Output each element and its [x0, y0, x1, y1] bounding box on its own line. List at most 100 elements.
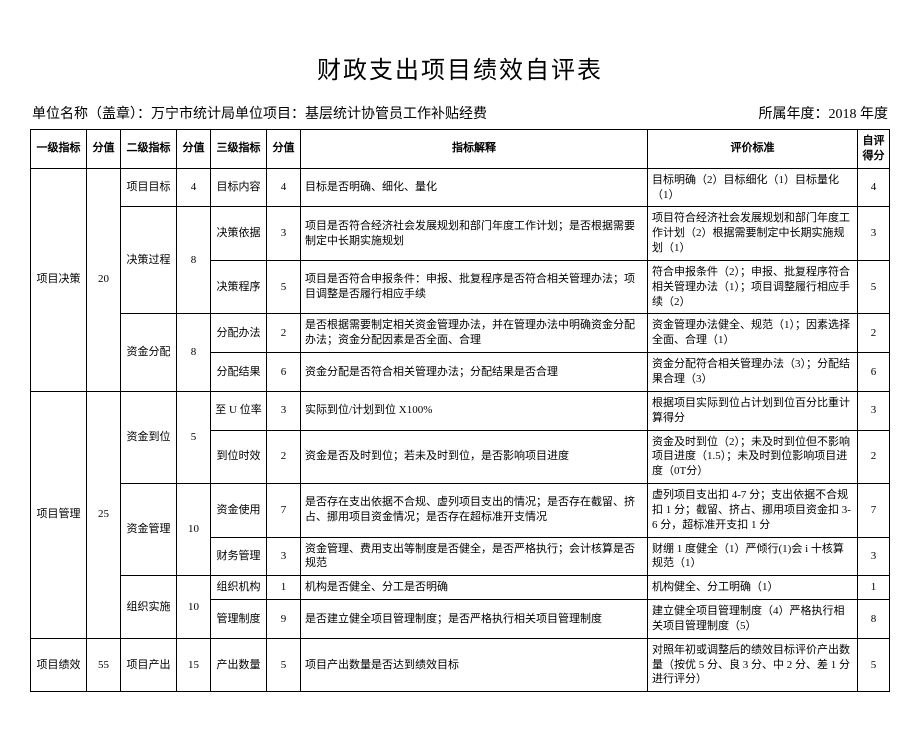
sc-cell: 8	[858, 600, 890, 639]
table-header-row: 一级指标 分值 二级指标 分值 三级指标 分值 指标解释 评价标准 自评得分	[31, 130, 890, 169]
l2-cell: 资金分配	[121, 314, 177, 391]
exp-cell: 是否根据需要制定相关资金管理办法，并在管理办法中明确资金分配办法；资金分配因素是…	[301, 314, 648, 353]
l3-cell: 财务管理	[211, 537, 267, 576]
s3-cell: 5	[267, 260, 301, 314]
unit-prefix: 单位名称（盖章）：	[32, 107, 151, 122]
exp-cell: 项目是否符合经济社会发展规划和部门年度工作计划；是否根据需要制定中长期实施规划	[301, 207, 648, 261]
s3-cell: 9	[267, 600, 301, 639]
unit-text: 万宁市统计局单位项目：基层统计协管员工作补贴经费	[151, 107, 487, 122]
exp-cell: 项目是否符合申报条件：申报、批复程序是否符合相关管理办法；项目调整是否履行相应手…	[301, 260, 648, 314]
std-cell: 资金管理办法健全、规范（1）；因素选择全面、合理（1）	[648, 314, 858, 353]
sc-cell: 4	[858, 168, 890, 207]
sc-cell: 3	[858, 537, 890, 576]
l2-cell: 项目产出	[121, 638, 177, 692]
std-cell: 财绷 1 度健全（1）严倾行(1)会 i 十核算规范（1）	[648, 537, 858, 576]
l3-cell: 分配结果	[211, 353, 267, 392]
evaluation-table: 一级指标 分值 二级指标 分值 三级指标 分值 指标解释 评价标准 自评得分 项…	[30, 129, 890, 692]
std-cell: 项目符合经济社会发展规划和部门年度工作计划（2）根据需要制定中长期实施规划（1）	[648, 207, 858, 261]
s2-cell: 10	[177, 576, 211, 639]
exp-cell: 是否存在支出依据不合规、虚列项目支出的情况；是否存在截留、挤占、挪用项目资金情况…	[301, 484, 648, 538]
s1-cell: 55	[87, 638, 121, 692]
l1-cell: 项目决策	[31, 168, 87, 391]
s3-cell: 5	[267, 638, 301, 692]
l2-cell: 组织实施	[121, 576, 177, 639]
std-cell: 建立健全项目管理制度（4）严格执行相关项目管理制度（5）	[648, 600, 858, 639]
table-row: 资金管理10资金使用7是否存在支出依据不合规、虚列项目支出的情况；是否存在截留、…	[31, 484, 890, 538]
exp-cell: 目标是否明确、细化、量化	[301, 168, 648, 207]
std-cell: 目标明确（2）目标细化（1）目标量化（1）	[648, 168, 858, 207]
sc-cell: 2	[858, 314, 890, 353]
table-row: 资金分配8分配办法2是否根据需要制定相关资金管理办法，并在管理办法中明确资金分配…	[31, 314, 890, 353]
std-cell: 机构健全、分工明确（1）	[648, 576, 858, 600]
l1-cell: 项目绩效	[31, 638, 87, 692]
col-s1: 分值	[87, 130, 121, 169]
l3-cell: 资金使用	[211, 484, 267, 538]
l3-cell: 至 U 位率	[211, 391, 267, 430]
l3-cell: 到位时效	[211, 430, 267, 484]
s2-cell: 8	[177, 314, 211, 391]
s3-cell: 7	[267, 484, 301, 538]
exp-cell: 资金管理、费用支出等制度是否健全，是否严格执行；会计核算是否规范	[301, 537, 648, 576]
exp-cell: 资金是否及时到位；若未及时到位，是否影响项目进度	[301, 430, 648, 484]
table-body: 项目决策20项目目标4目标内容4目标是否明确、细化、量化目标明确（2）目标细化（…	[31, 168, 890, 692]
l3-cell: 产出数量	[211, 638, 267, 692]
l1-cell: 项目管理	[31, 391, 87, 638]
exp-cell: 资金分配是否符合相关管理办法；分配结果是否合理	[301, 353, 648, 392]
l3-cell: 分配办法	[211, 314, 267, 353]
sc-cell: 6	[858, 353, 890, 392]
table-row: 项目管理25资金到位5至 U 位率3实际到位/计划到位 X100%根据项目实际到…	[31, 391, 890, 430]
col-std: 评价标准	[648, 130, 858, 169]
l3-cell: 组织机构	[211, 576, 267, 600]
sc-cell: 5	[858, 260, 890, 314]
table-row: 项目绩效55项目产出15产出数量5项目产出数量是否达到绩效目标对照年初或调整后的…	[31, 638, 890, 692]
table-row: 项目决策20项目目标4目标内容4目标是否明确、细化、量化目标明确（2）目标细化（…	[31, 168, 890, 207]
year-prefix: 所属年度：	[759, 107, 829, 122]
std-cell: 符合申报条件（2）；申报、批复程序符合相关管理办法（1）；项目调整履行相应手续（…	[648, 260, 858, 314]
page-title: 财政支出项目绩效自评表	[30, 50, 890, 85]
std-cell: 虚列项目支出扣 4-7 分；支出依据不合规扣 1 分；截留、挤占、挪用项目资金扣…	[648, 484, 858, 538]
std-cell: 根据项目实际到位占计划到位百分比重计算得分	[648, 391, 858, 430]
exp-cell: 项目产出数量是否达到绩效目标	[301, 638, 648, 692]
sc-cell: 3	[858, 391, 890, 430]
l2-cell: 决策过程	[121, 207, 177, 314]
year-line: 所属年度：2018 年度	[759, 103, 889, 123]
s3-cell: 3	[267, 207, 301, 261]
sc-cell: 3	[858, 207, 890, 261]
l2-cell: 资金到位	[121, 391, 177, 483]
l3-cell: 目标内容	[211, 168, 267, 207]
s2-cell: 4	[177, 168, 211, 207]
s2-cell: 10	[177, 484, 211, 576]
meta-row: 单位名称（盖章）：万宁市统计局单位项目：基层统计协管员工作补贴经费 所属年度：2…	[30, 103, 890, 123]
s1-cell: 20	[87, 168, 121, 391]
l2-cell: 项目目标	[121, 168, 177, 207]
s3-cell: 6	[267, 353, 301, 392]
s3-cell: 2	[267, 314, 301, 353]
year-text: 2018 年度	[829, 107, 889, 122]
table-row: 决策过程8决策依据3项目是否符合经济社会发展规划和部门年度工作计划；是否根据需要…	[31, 207, 890, 261]
s1-cell: 25	[87, 391, 121, 638]
s3-cell: 3	[267, 391, 301, 430]
col-l1: 一级指标	[31, 130, 87, 169]
col-s2: 分值	[177, 130, 211, 169]
exp-cell: 实际到位/计划到位 X100%	[301, 391, 648, 430]
s3-cell: 2	[267, 430, 301, 484]
sc-cell: 7	[858, 484, 890, 538]
col-l2: 二级指标	[121, 130, 177, 169]
col-s3: 分值	[267, 130, 301, 169]
s2-cell: 8	[177, 207, 211, 314]
sc-cell: 5	[858, 638, 890, 692]
l2-cell: 资金管理	[121, 484, 177, 576]
s3-cell: 1	[267, 576, 301, 600]
l3-cell: 决策程序	[211, 260, 267, 314]
std-cell: 资金及时到位（2）；未及时到位但不影响项目进度（1.5）；未及时到位影响项目进度…	[648, 430, 858, 484]
exp-cell: 是否建立健全项目管理制度；是否严格执行相关项目管理制度	[301, 600, 648, 639]
std-cell: 对照年初或调整后的绩效目标评价产出数量（按优 5 分、良 3 分、中 2 分、差…	[648, 638, 858, 692]
sc-cell: 2	[858, 430, 890, 484]
l3-cell: 管理制度	[211, 600, 267, 639]
table-row: 组织实施10组织机构1机构是否健全、分工是否明确机构健全、分工明确（1）1	[31, 576, 890, 600]
s3-cell: 3	[267, 537, 301, 576]
s2-cell: 5	[177, 391, 211, 483]
col-sc: 自评得分	[858, 130, 890, 169]
l3-cell: 决策依据	[211, 207, 267, 261]
sc-cell: 1	[858, 576, 890, 600]
